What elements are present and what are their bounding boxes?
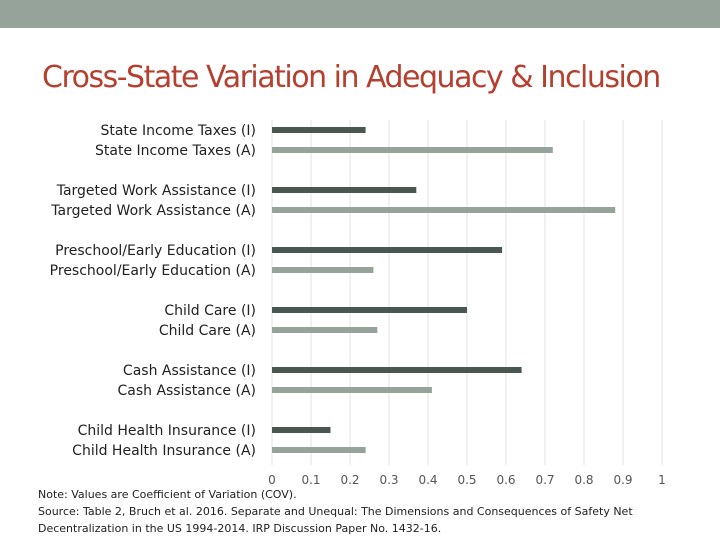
bar-a-3 (272, 327, 378, 333)
x-tick-label-4: 0.4 (418, 473, 437, 487)
category-label-a-4: Cash Assistance (A) (117, 383, 256, 399)
x-tick-label-1: 0.1 (301, 473, 320, 487)
category-label-a-0: State Income Taxes (A) (95, 143, 256, 159)
category-label-a-2: Preschool/Early Education (A) (50, 263, 256, 279)
bar-i-0 (272, 127, 366, 133)
bar-i-1 (272, 187, 417, 193)
bar-a-0 (272, 147, 553, 153)
category-label-a-5: Child Health Insurance (A) (72, 443, 256, 459)
bar-a-2 (272, 267, 374, 273)
x-tick-label-9: 0.9 (613, 473, 632, 487)
category-label-i-2: Preschool/Early Education (I) (55, 243, 256, 259)
x-tick-label-8: 0.8 (574, 473, 593, 487)
x-tick-label-5: 0.5 (457, 473, 476, 487)
bar-a-5 (272, 447, 366, 453)
bar-i-4 (272, 367, 522, 373)
x-tick-label-7: 0.7 (535, 473, 554, 487)
category-label-i-0: State Income Taxes (I) (100, 123, 256, 139)
note-line-1: Note: Values are Coefficient of Variatio… (38, 488, 297, 501)
x-tick-label-3: 0.3 (379, 473, 398, 487)
bar-i-5 (272, 427, 331, 433)
bar-i-3 (272, 307, 467, 313)
bar-a-1 (272, 207, 616, 213)
bar-i-2 (272, 247, 503, 253)
x-tick-label-0: 0 (268, 473, 276, 487)
category-label-i-1: Targeted Work Assistance (I) (56, 183, 256, 199)
source-note: Note: Values are Coefficient of Variatio… (38, 486, 678, 537)
x-tick-label-6: 0.6 (496, 473, 515, 487)
x-tick-label-10: 1 (658, 473, 666, 487)
note-line-3: Decentralization in the US 1994-2014. IR… (38, 522, 442, 535)
category-label-i-3: Child Care (I) (164, 303, 256, 319)
category-label-a-3: Child Care (A) (159, 323, 256, 339)
note-line-2: Source: Table 2, Bruch et al. 2016. Sepa… (38, 505, 633, 518)
bar-a-4 (272, 387, 432, 393)
top-band (0, 0, 720, 28)
x-tick-label-2: 0.2 (340, 473, 359, 487)
category-label-a-1: Targeted Work Assistance (A) (50, 203, 256, 219)
chart-title: Cross-State Variation in Adequacy & Incl… (42, 60, 661, 95)
category-label-i-4: Cash Assistance (I) (123, 363, 256, 379)
category-label-i-5: Child Health Insurance (I) (78, 423, 256, 439)
bar-chart: State Income Taxes (I) State Income Taxes… (50, 120, 666, 487)
